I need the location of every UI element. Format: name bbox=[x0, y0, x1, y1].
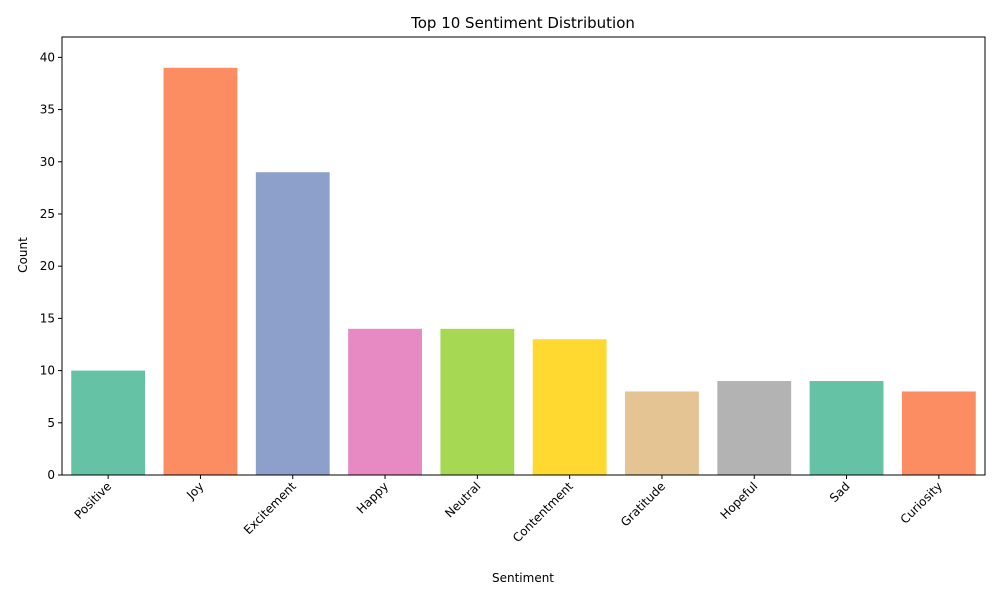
bar-gratitude bbox=[625, 391, 699, 475]
plot-frame bbox=[61, 36, 986, 476]
y-tick-label: 0 bbox=[47, 468, 55, 482]
y-axis: 0 5 10 15 20 25 30 35 40 bbox=[40, 50, 62, 482]
x-tick-label-contentment: Contentment bbox=[510, 479, 576, 545]
x-tick-label-curiosity: Curiosity bbox=[898, 479, 945, 526]
bar-happy bbox=[348, 328, 422, 475]
y-tick-label: 15 bbox=[40, 311, 55, 325]
bar-contentment bbox=[532, 339, 607, 475]
y-tick-label: 5 bbox=[47, 416, 55, 430]
x-tick-label-sad: Sad bbox=[827, 479, 853, 505]
y-tick-label: 25 bbox=[40, 207, 55, 221]
x-tick-label-excitement: Excitement bbox=[241, 479, 299, 537]
bar-hopeful bbox=[717, 381, 792, 475]
y-tick-label: 10 bbox=[40, 364, 55, 378]
y-tick-label: 40 bbox=[40, 50, 55, 64]
y-axis-label: Count bbox=[16, 237, 30, 273]
bar-sad bbox=[809, 381, 884, 475]
chart-title: Top 10 Sentiment Distribution bbox=[410, 14, 635, 32]
x-axis: Positive Joy Excitement Happy Neutral Content… bbox=[72, 475, 945, 545]
x-tick-label-hopeful: Hopeful bbox=[718, 479, 761, 522]
bars-group bbox=[71, 67, 976, 475]
bar-excitement bbox=[255, 172, 330, 475]
y-tick-label: 35 bbox=[40, 103, 55, 117]
x-tick-label-positive: Positive bbox=[72, 479, 115, 522]
x-tick-label-joy: Joy bbox=[183, 479, 206, 502]
bar-positive bbox=[71, 370, 146, 475]
x-tick-label-happy: Happy bbox=[354, 479, 391, 516]
x-tick-label-neutral: Neutral bbox=[442, 479, 483, 520]
x-axis-label: Sentiment bbox=[492, 571, 554, 585]
y-tick-label: 20 bbox=[40, 259, 55, 273]
bar-joy bbox=[163, 67, 238, 475]
bar-neutral bbox=[440, 328, 515, 475]
bar-curiosity bbox=[901, 391, 976, 475]
y-tick-label: 30 bbox=[40, 155, 55, 169]
x-tick-label-gratitude: Gratitude bbox=[618, 479, 668, 529]
